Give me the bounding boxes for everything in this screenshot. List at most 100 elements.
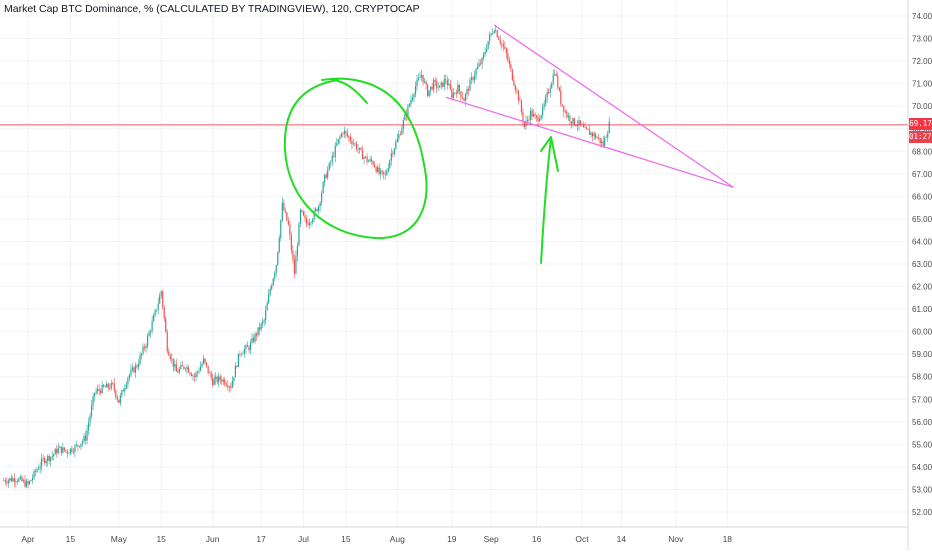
candle-body [116, 396, 118, 400]
candle-body [50, 456, 52, 462]
candle-body [280, 219, 282, 238]
candle-body [546, 92, 548, 98]
y-tick-label: 56.00 [912, 418, 932, 427]
y-tick-label: 52.00 [912, 508, 932, 517]
candle-body [180, 365, 182, 369]
candle-body [569, 115, 571, 122]
candle-body [278, 237, 280, 252]
x-tick-label: 15 [66, 534, 76, 544]
candle-body [363, 157, 365, 160]
candle-body [47, 456, 49, 461]
candle-body [578, 120, 580, 126]
candle-body [110, 382, 112, 389]
candle-body [92, 396, 94, 406]
annotation-arrow-shaft [540, 137, 552, 264]
candle-body [165, 318, 167, 333]
candle-body [514, 85, 516, 91]
candle-body [318, 206, 320, 212]
candle-body [598, 137, 600, 139]
candle-body [425, 81, 427, 85]
candle-body [532, 114, 535, 117]
candle-body [398, 134, 400, 139]
candle-body [393, 148, 395, 155]
candle-body [34, 470, 37, 472]
candle-body [68, 453, 70, 454]
candle-body [567, 115, 569, 118]
candle-body [131, 367, 134, 370]
candle-body [63, 447, 65, 451]
candle-body [283, 202, 285, 211]
candle-body [333, 155, 335, 157]
candle-body [608, 121, 610, 134]
candle-body [395, 142, 397, 149]
candle-body [175, 364, 177, 372]
y-tick-label: 60.00 [912, 328, 932, 337]
candle-body [257, 327, 259, 336]
candle-body [293, 259, 296, 274]
x-tick-label: Jun [206, 534, 220, 544]
annotation-circle-tail [337, 80, 368, 104]
candle-body [171, 358, 173, 360]
candle-body [94, 392, 96, 397]
candle-body [539, 118, 541, 122]
candle-body [89, 415, 91, 423]
candle-body [316, 208, 318, 212]
candle-body [551, 83, 553, 89]
candle-body [481, 57, 483, 65]
candle-body [531, 110, 533, 117]
candle-body [496, 30, 498, 38]
candle-body [414, 86, 417, 95]
candle-body [408, 104, 411, 106]
x-tick-label: Jul [298, 534, 309, 544]
candle-body [399, 134, 401, 136]
candle-body [508, 60, 510, 65]
y-tick-label: 74.00 [912, 12, 932, 21]
candle-body [239, 353, 241, 355]
candle-body [287, 220, 289, 225]
candle-body [314, 208, 317, 211]
candle-body [386, 171, 388, 175]
candle-body [572, 118, 574, 124]
candle-body [451, 89, 453, 98]
candle-body [258, 327, 261, 330]
candle-body [169, 355, 171, 359]
candle-body [540, 115, 542, 119]
candle-body [298, 223, 300, 246]
candle-body [570, 121, 573, 124]
candle-body [517, 90, 520, 101]
candle-body [262, 321, 264, 324]
candle-body [575, 125, 577, 126]
candle-body [407, 105, 409, 117]
y-tick-label: 63.00 [912, 260, 932, 269]
candle-body [454, 92, 456, 94]
candle-body [511, 69, 513, 81]
candle-body [492, 33, 494, 34]
candle-body [101, 384, 103, 394]
candle-body [472, 77, 474, 80]
y-tick-label: 53.00 [912, 485, 932, 494]
annotation-arrow-head [540, 136, 559, 172]
x-axis: Apr 15 May 15 Jun 17 Jul 15 Aug 19 Sep 16 Oct 14 Nov 18 [21, 534, 732, 544]
candle-body [579, 120, 582, 125]
candle-body [172, 358, 174, 367]
candle-body [42, 458, 44, 459]
candle-body [548, 92, 550, 93]
candle-body [319, 202, 321, 207]
candle-body [321, 192, 323, 203]
candle-body [377, 167, 379, 172]
candle-body [269, 289, 271, 295]
candle-body [301, 209, 303, 212]
candle-body [130, 369, 132, 375]
candle-body [560, 90, 562, 105]
candle-body [392, 153, 394, 155]
candle-body [402, 120, 404, 129]
candle-body [202, 358, 205, 364]
candle-body [81, 441, 84, 444]
candle-body [449, 83, 451, 90]
candle-body [190, 373, 193, 377]
candle-body [84, 435, 87, 441]
candle-body [520, 101, 523, 112]
candle-body [595, 133, 597, 139]
candle-body [127, 377, 129, 385]
